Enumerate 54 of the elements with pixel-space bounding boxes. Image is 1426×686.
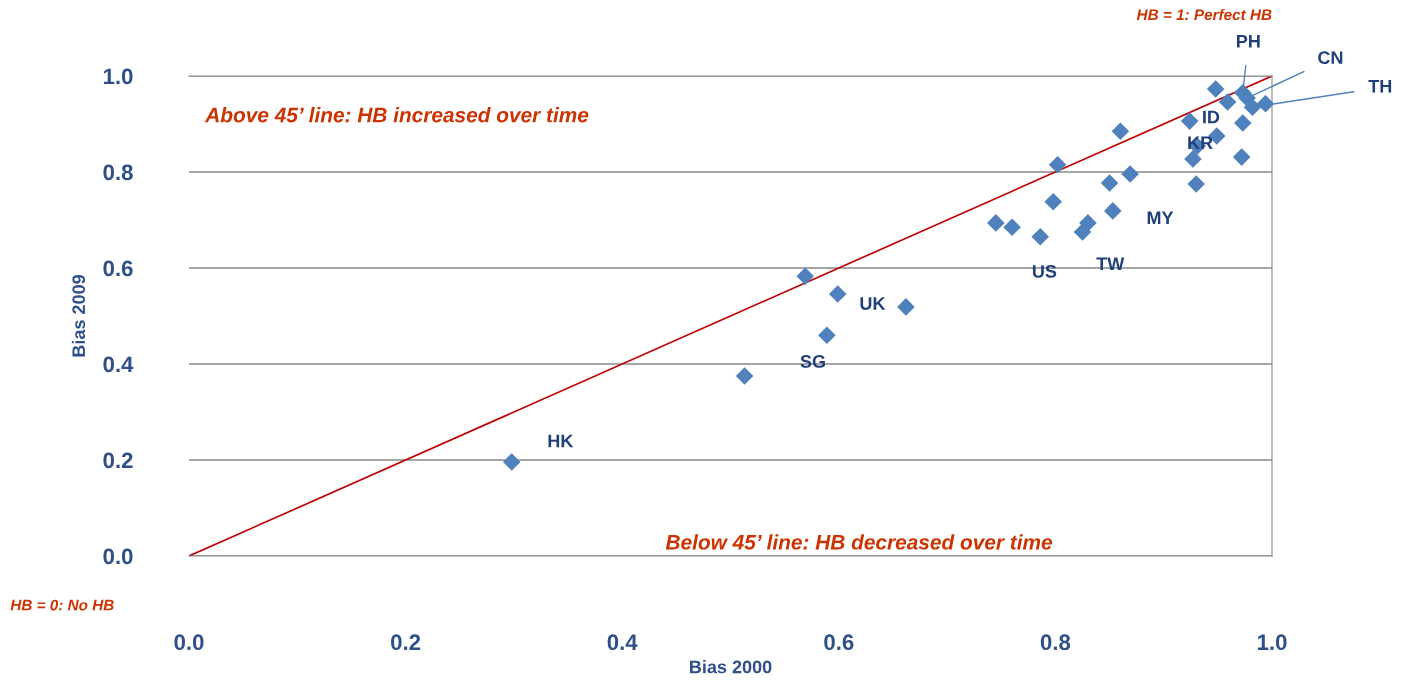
x-axis-title: Bias 2000 (690, 660, 772, 674)
annotation: US (1032, 264, 1057, 278)
point (1180, 112, 1199, 130)
point (1044, 192, 1063, 211)
annotation: SG (800, 355, 825, 368)
point (735, 367, 754, 385)
point (1218, 93, 1237, 111)
x-tick-label: 0.8 (1040, 634, 1071, 651)
annotation: MY (1147, 211, 1174, 224)
point (1184, 150, 1202, 168)
point (1100, 174, 1119, 192)
point (1104, 202, 1122, 220)
point (987, 214, 1005, 232)
y-tick-label: 0.0 (103, 548, 133, 565)
annotation: PH (1236, 35, 1260, 48)
y-tick-label: 1.0 (103, 68, 133, 85)
x-tick-label: 0.0 (174, 634, 204, 651)
point (1121, 165, 1139, 183)
annotation: HK (548, 434, 574, 448)
annotation: TW (1096, 257, 1125, 270)
point (1233, 114, 1252, 132)
point (1031, 228, 1050, 246)
point (1187, 175, 1205, 193)
annotation: CN (1318, 51, 1343, 65)
x-tick-label: 0.6 (824, 634, 854, 651)
text: HB = 0: No HB (10, 599, 114, 611)
x-tick-label: 0.2 (391, 634, 421, 651)
point (502, 453, 521, 471)
point (1003, 218, 1021, 236)
point (1232, 148, 1251, 166)
annotation: Below 45’ line: HB decreased over time (665, 534, 1053, 550)
y-tick-label: 0.8 (103, 164, 133, 181)
point (1206, 80, 1225, 98)
annotation: TH (1368, 80, 1392, 93)
point (1048, 156, 1067, 174)
point (1256, 95, 1275, 113)
y-tick-label: 0.6 (103, 260, 133, 277)
text: HB = 1: Perfect HB (1136, 8, 1272, 21)
point (828, 285, 847, 303)
point (1079, 214, 1097, 232)
y-tick-label: 0.4 (103, 356, 134, 373)
annotation: UK (860, 297, 886, 310)
point (796, 267, 815, 285)
y-axis-title: Bias 2009 (71, 275, 86, 357)
x-tick-label: 1.0 (1257, 634, 1287, 651)
annotation: Above 45’ line: HB increased over time (204, 107, 589, 123)
x-tick-label: 0.4 (607, 634, 638, 651)
annotation: ID (1203, 110, 1220, 124)
annotation: KR (1188, 136, 1213, 149)
point (1111, 122, 1130, 140)
y-tick-label: 0.2 (103, 452, 133, 469)
point (818, 326, 836, 344)
point (897, 298, 915, 316)
point (1243, 98, 1262, 116)
